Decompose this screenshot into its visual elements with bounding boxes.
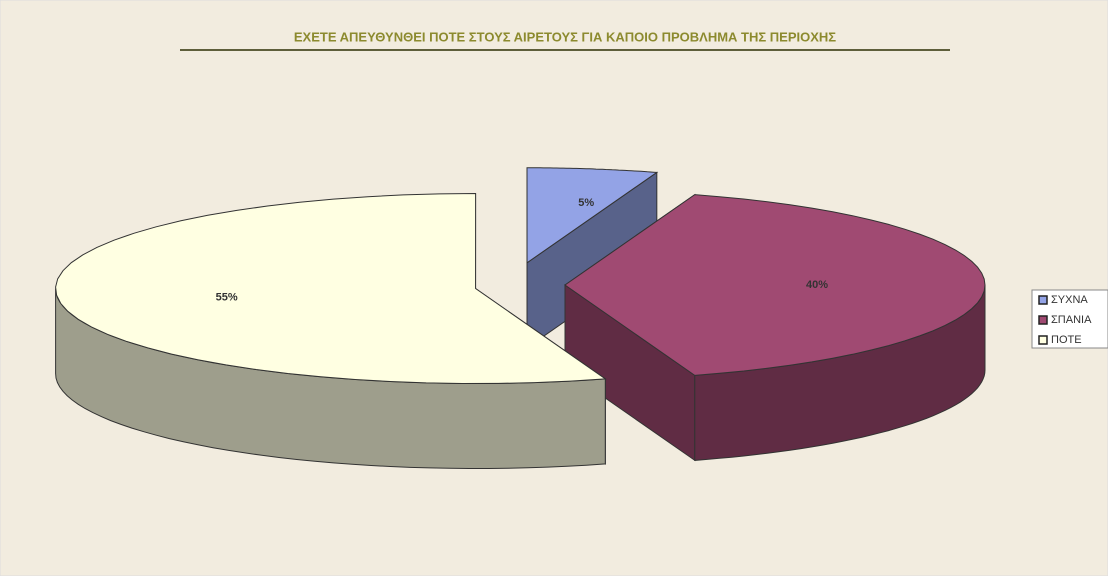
legend-swatch — [1038, 335, 1048, 345]
data-label: 40% — [806, 279, 828, 291]
legend-label: ΠΟΤΕ — [1051, 334, 1082, 346]
data-label: 5% — [578, 197, 594, 209]
legend-swatch — [1038, 295, 1048, 305]
legend-swatch — [1038, 315, 1048, 325]
data-label: 55% — [216, 291, 238, 303]
chart-title: ΕΧΕΤΕ ΑΠΕΥΘΥΝΘΕΙ ΠΟΤΕ ΣΤΟΥΣ ΑΙΡΕΤΟΥΣ ΓΙΑ… — [294, 29, 836, 44]
legend-label: ΣΥΧΝΑ — [1051, 294, 1088, 306]
slice — [55, 192, 607, 385]
legend-label: ΣΠΑΝΙΑ — [1051, 314, 1092, 326]
slice — [526, 167, 659, 264]
slice — [564, 194, 986, 376]
